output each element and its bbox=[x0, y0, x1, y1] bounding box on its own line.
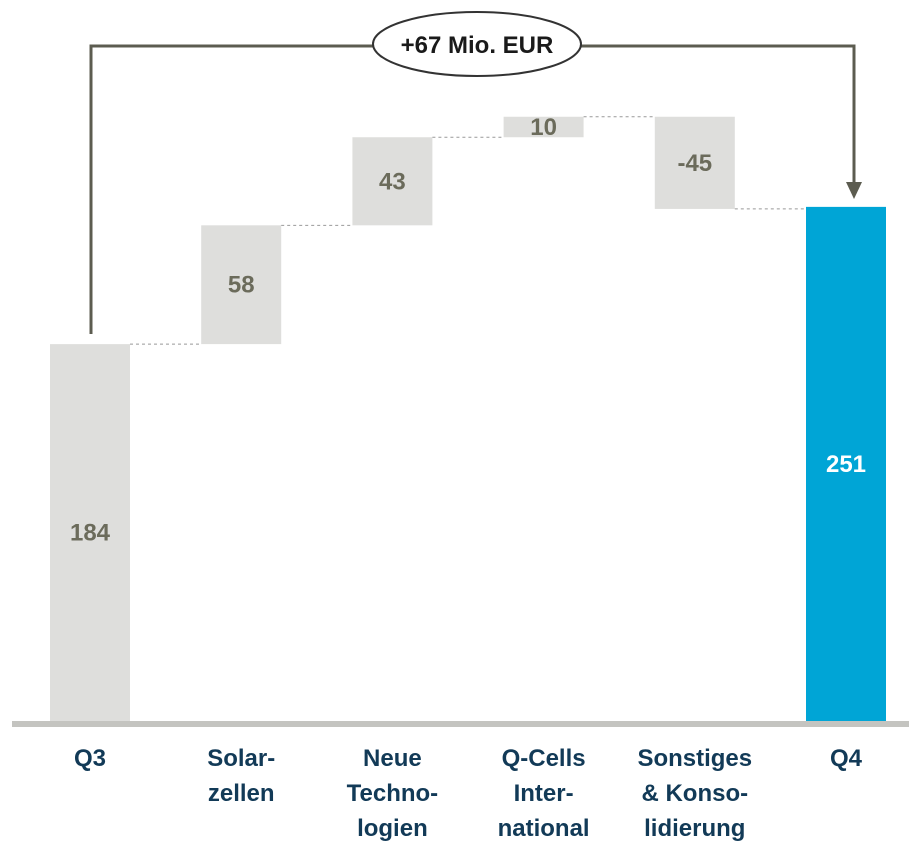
category-label: Q3 bbox=[74, 745, 106, 772]
value-label: 43 bbox=[379, 168, 406, 195]
value-label: 58 bbox=[228, 272, 255, 299]
value-label: 251 bbox=[826, 451, 866, 478]
axis-group bbox=[12, 721, 909, 727]
bar-sonstiges-konso-lidierung bbox=[654, 116, 735, 209]
category-label: Q4 bbox=[830, 745, 863, 772]
category-label: Sonstiges & Konso-lidierung bbox=[637, 745, 752, 842]
change-callout: +67 Mio. EUR bbox=[89, 11, 862, 334]
change-ellipse bbox=[372, 11, 582, 77]
value-label: 184 bbox=[70, 520, 111, 547]
total-change-label: +67 Mio. EUR bbox=[401, 32, 554, 59]
change-arrow-head bbox=[846, 182, 862, 199]
bar-q4 bbox=[806, 206, 886, 722]
bars-group bbox=[50, 116, 886, 722]
bar-q-cells-inter-national bbox=[503, 116, 584, 138]
bar-neue-techno-logien bbox=[352, 137, 433, 226]
value-label: -45 bbox=[677, 150, 712, 177]
bar-solar-zellen bbox=[201, 225, 282, 345]
category-label: Solar-zellen bbox=[207, 745, 275, 807]
x-axis-baseline bbox=[12, 721, 909, 727]
labels-group: 184 58 43 10 -45 251 Q3 Solar-zellen Neue Techno-… bbox=[70, 114, 866, 842]
category-label: Q-Cells Inter-national bbox=[498, 745, 590, 842]
bar-q3 bbox=[50, 344, 130, 721]
category-label: Neue Techno-logien bbox=[347, 745, 439, 842]
value-label: 10 bbox=[530, 114, 557, 141]
